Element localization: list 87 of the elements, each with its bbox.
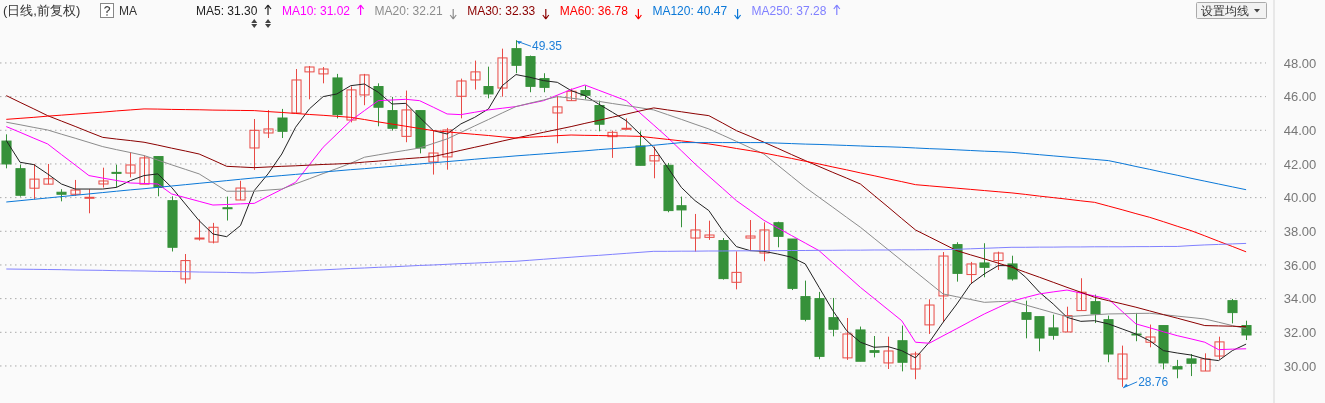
- candlestick: [704, 220, 715, 241]
- candlestick: [869, 335, 880, 358]
- candlestick: [277, 108, 288, 139]
- chart-title: (日线,前复权): [3, 3, 81, 18]
- candlestick: [222, 196, 233, 222]
- annotation: 设置均线: [1201, 4, 1249, 18]
- candlestick: [401, 90, 412, 143]
- annotation: 28.76: [1138, 374, 1169, 389]
- y-tick-label: 30.00: [1283, 358, 1317, 374]
- candlestick: [1076, 277, 1087, 312]
- candlestick: [910, 351, 921, 380]
- candlestick: [1034, 316, 1045, 352]
- candlestick: [897, 325, 908, 372]
- candlestick: [800, 280, 811, 322]
- candlestick: [483, 66, 494, 99]
- legend-label: MA20: 32.21: [374, 4, 443, 18]
- candlestick: [731, 250, 742, 290]
- candlestick: [938, 251, 949, 323]
- legend-label: MA60: 36.78: [559, 4, 629, 18]
- candlestick: [883, 336, 894, 370]
- candlestick: [235, 180, 246, 201]
- legend-title: MA: [119, 4, 137, 18]
- candlestick: [1186, 353, 1197, 377]
- y-tick-label: 32.00: [1283, 324, 1317, 340]
- candlestick: [125, 151, 136, 178]
- candlestick: [1145, 324, 1156, 348]
- candlestick: [773, 221, 784, 248]
- candlestick: [1062, 306, 1073, 333]
- candlestick: [387, 96, 398, 132]
- candlestick: [111, 164, 122, 189]
- legend-label: MA30: 32.33: [467, 4, 536, 18]
- legend-label: MA5: 31.30: [196, 4, 258, 18]
- candlestick: [249, 118, 260, 171]
- y-tick-label: 42.00: [1283, 156, 1317, 172]
- candlestick: [428, 130, 439, 176]
- line-series: [5, 142, 1247, 203]
- candlestick: [359, 73, 370, 106]
- candlestick: [139, 155, 150, 185]
- y-tick-label: 40.00: [1283, 190, 1317, 206]
- legend-label: MA120: 40.47: [652, 4, 728, 18]
- legend-label: MA10: 31.02: [282, 4, 351, 18]
- candlestick: [759, 221, 770, 262]
- line-series: [5, 108, 1247, 253]
- candlestick: [979, 242, 990, 278]
- candlestick: [842, 317, 853, 361]
- candlestick: [470, 60, 481, 91]
- candlestick: [511, 39, 522, 74]
- candlestick: [1227, 298, 1238, 324]
- candlestick: [208, 222, 219, 244]
- candlestick: [828, 297, 839, 337]
- candlestick: [966, 261, 977, 285]
- candlestick: [594, 100, 605, 132]
- candlestick: [552, 95, 563, 144]
- candlestick: [635, 130, 646, 166]
- candlestick: [456, 78, 467, 119]
- candlestick: [1048, 314, 1059, 341]
- annotation: 49.35: [531, 39, 563, 54]
- y-tick-label: 38.00: [1283, 223, 1317, 239]
- candlestick: [1021, 300, 1032, 339]
- candlestick: [43, 163, 54, 185]
- y-tick-label: 34.00: [1283, 291, 1317, 307]
- candlestick: [304, 65, 315, 100]
- candlestick: [1131, 312, 1142, 342]
- candlestick: [180, 253, 191, 284]
- candlestick: [676, 196, 687, 228]
- candlestick: [1172, 359, 1183, 379]
- y-tick-label: 46.00: [1283, 89, 1317, 105]
- candlestick: [98, 167, 109, 189]
- legend-label: MA250: 37.28: [751, 4, 827, 18]
- candlestick: [442, 127, 453, 171]
- candlestick: [497, 48, 508, 98]
- candlestick: [993, 251, 1004, 271]
- candlestick: [84, 188, 95, 214]
- candlestick: [1, 133, 12, 169]
- candlestick: [29, 163, 40, 200]
- candlestick: [745, 219, 756, 252]
- candlestick: [1214, 336, 1225, 360]
- candlestick: [924, 298, 935, 335]
- candlestick: [1117, 345, 1128, 388]
- candlestick: [690, 213, 701, 253]
- candlestick: [607, 130, 618, 159]
- candlestick: [291, 68, 302, 114]
- y-tick-label: 44.00: [1283, 122, 1317, 138]
- y-tick-label: 48.00: [1283, 55, 1317, 71]
- candlestick: [263, 109, 274, 139]
- candlestick: [346, 86, 357, 123]
- y-tick-label: 36.00: [1283, 257, 1317, 273]
